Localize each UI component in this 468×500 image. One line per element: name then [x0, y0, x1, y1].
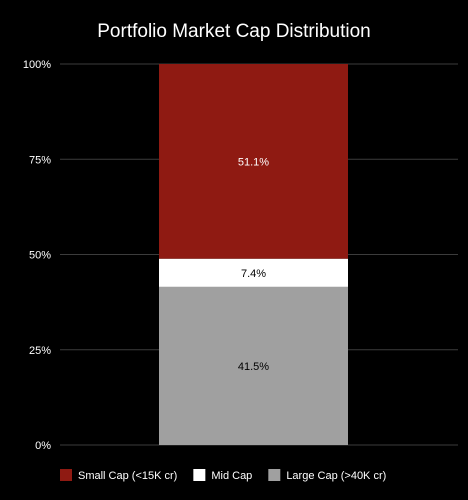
y-tick-label: 0% [35, 440, 51, 452]
legend-label: Small Cap (<15K cr) [78, 470, 177, 482]
data-label: 41.5% [238, 361, 269, 373]
y-tick-label: 75% [29, 154, 51, 166]
bar-segment [159, 286, 348, 445]
legend: Small Cap (<15K cr) Mid Cap Large Cap (>40… [60, 469, 386, 482]
bar-segment [159, 258, 348, 287]
data-label: 51.1% [238, 156, 269, 168]
legend-label: Mid Cap [211, 470, 252, 482]
y-axis-ticks: 0% 25% 50% 75% 100% [23, 59, 51, 452]
legend-swatch [60, 469, 72, 481]
chart-title: Portfolio Market Cap Distribution [97, 21, 371, 42]
legend-swatch [193, 469, 206, 481]
y-tick-label: 50% [29, 250, 51, 262]
stacked-bar: 41.5% 7.4% 51.1% [159, 64, 348, 445]
legend-label: Large Cap (>40K cr) [286, 470, 386, 482]
bar-segment [159, 64, 348, 259]
data-label: 7.4% [241, 268, 266, 280]
y-tick-label: 25% [29, 345, 51, 357]
legend-swatch [268, 469, 281, 481]
y-tick-label: 100% [23, 59, 51, 71]
